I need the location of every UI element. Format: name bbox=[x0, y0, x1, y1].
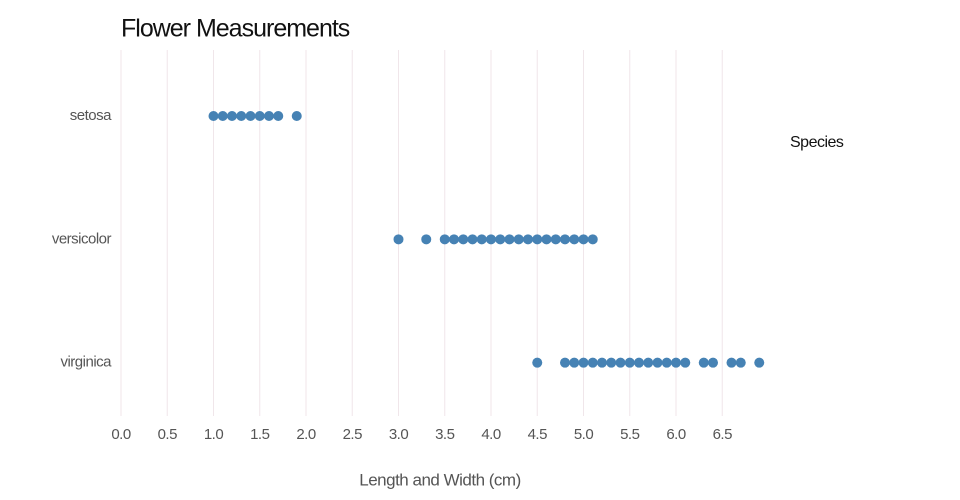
point bbox=[643, 357, 654, 368]
x-tick-label: 4.0 bbox=[481, 426, 501, 443]
point bbox=[606, 357, 617, 368]
point bbox=[652, 357, 663, 368]
y-tick-label: setosa bbox=[70, 107, 112, 124]
x-tick-label: 5.0 bbox=[574, 426, 594, 443]
point bbox=[486, 234, 496, 245]
x-tick-label: 4.5 bbox=[528, 426, 548, 443]
x-tick-label: 2.0 bbox=[296, 426, 316, 443]
x-tick-label: 6.0 bbox=[666, 426, 686, 443]
point bbox=[624, 357, 635, 368]
chart-title: Flower Measurements bbox=[121, 15, 350, 43]
x-tick-label: 0.0 bbox=[111, 426, 131, 443]
point bbox=[560, 357, 570, 368]
point bbox=[587, 357, 598, 368]
point bbox=[236, 111, 247, 121]
x-tick-label: 3.0 bbox=[389, 426, 409, 443]
point bbox=[532, 234, 543, 245]
point bbox=[532, 357, 543, 368]
point bbox=[254, 111, 265, 121]
legend-title: Species bbox=[790, 134, 844, 151]
x-axis-label: Length and Width (cm) bbox=[359, 470, 520, 489]
x-tick-label: 1.0 bbox=[204, 426, 224, 443]
point bbox=[291, 111, 302, 121]
point bbox=[264, 111, 274, 121]
point bbox=[680, 357, 691, 368]
point bbox=[227, 111, 237, 121]
point bbox=[504, 234, 515, 245]
point bbox=[467, 234, 478, 245]
point bbox=[708, 357, 718, 368]
point bbox=[671, 357, 681, 368]
point bbox=[735, 357, 746, 368]
point bbox=[476, 234, 487, 245]
point bbox=[560, 234, 570, 245]
point bbox=[273, 111, 284, 121]
point bbox=[449, 234, 459, 245]
point bbox=[578, 234, 589, 245]
point bbox=[458, 234, 469, 245]
x-tick-label: 1.5 bbox=[250, 426, 270, 443]
point bbox=[523, 234, 533, 245]
point bbox=[726, 357, 737, 368]
x-tick-label: 0.5 bbox=[158, 426, 178, 443]
grid bbox=[120, 50, 723, 416]
y-tick-label: virginica bbox=[60, 354, 112, 371]
point bbox=[578, 357, 589, 368]
point bbox=[245, 111, 256, 121]
point bbox=[217, 111, 228, 121]
point bbox=[615, 357, 626, 368]
point bbox=[541, 234, 552, 245]
point bbox=[661, 357, 672, 368]
point bbox=[597, 357, 607, 368]
x-tick-label: 2.5 bbox=[343, 426, 363, 443]
point bbox=[569, 357, 580, 368]
x-tick-label: 6.5 bbox=[713, 426, 733, 443]
point bbox=[421, 234, 432, 245]
point bbox=[569, 234, 580, 245]
point bbox=[754, 357, 765, 368]
point bbox=[495, 234, 506, 245]
point bbox=[513, 234, 524, 245]
point bbox=[393, 234, 404, 245]
point bbox=[698, 357, 709, 368]
x-tick-label: 5.5 bbox=[620, 426, 640, 443]
point bbox=[634, 357, 644, 368]
x-tick-label: 3.5 bbox=[435, 426, 455, 443]
y-tick-label: versicolor bbox=[52, 230, 112, 247]
point bbox=[550, 234, 561, 245]
point bbox=[587, 234, 598, 245]
point bbox=[439, 234, 450, 245]
point bbox=[208, 111, 219, 121]
